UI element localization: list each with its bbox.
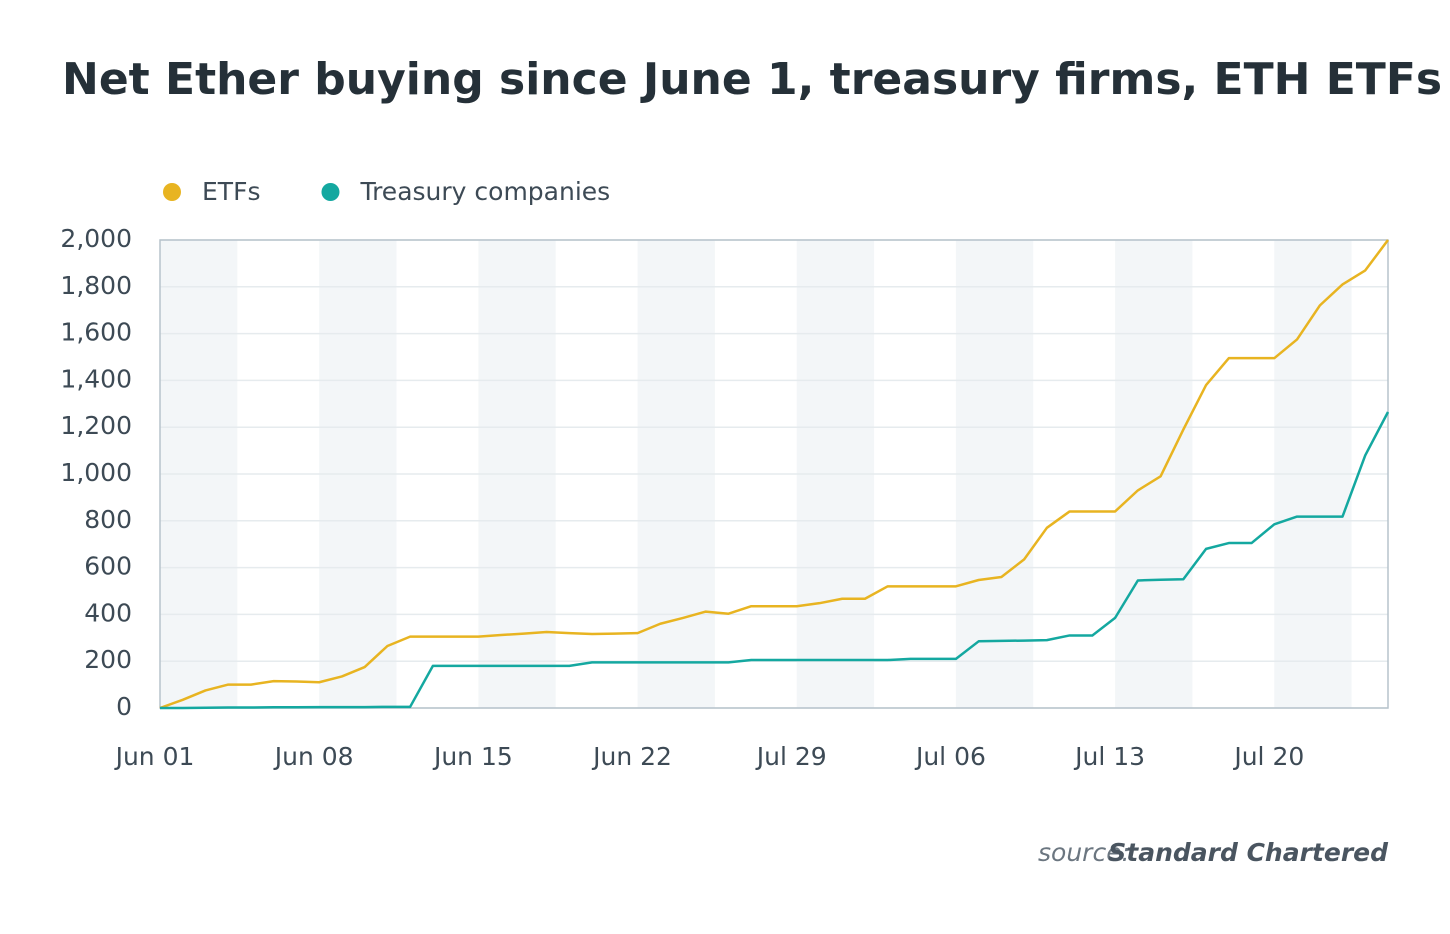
legend-marker [321, 183, 340, 201]
y-tick-label: 0 [116, 692, 132, 721]
y-tick-label: 800 [84, 505, 132, 534]
x-tick-label: Jul 13 [1073, 742, 1145, 771]
x-tick-label: Jun 15 [432, 742, 513, 771]
legend-label: Treasury companies [359, 177, 610, 206]
legend-marker [163, 183, 181, 201]
y-tick-label: 1,800 [60, 271, 132, 300]
series-line [160, 411, 1390, 710]
x-tick-label: Jul 20 [1232, 742, 1304, 771]
y-tick-label: 1,400 [60, 364, 132, 393]
source-prefix: source: [1038, 838, 1130, 867]
legend-label: ETFs [202, 177, 260, 206]
x-tick-label: Jun 22 [591, 742, 672, 771]
y-tick-label: 600 [84, 552, 132, 581]
x-tick-label: Jul 29 [755, 742, 827, 771]
y-tick-label: 2,000 [60, 224, 132, 253]
y-tick-label: 1,000 [60, 458, 132, 487]
y-tick-label: 1,200 [60, 411, 132, 440]
x-tick-label: Jun 01 [114, 742, 195, 771]
x-tick-label: Jun 08 [273, 742, 354, 771]
plot-frame [159, 239, 1389, 709]
source-name: Standard Chartered [1108, 838, 1389, 867]
series-line [159, 239, 1390, 710]
y-tick-label: 1,600 [60, 318, 132, 347]
y-tick-label: 200 [84, 645, 132, 674]
y-tick-label: 400 [84, 598, 132, 627]
chart-title: Net Ether buying since June 1, treasury … [62, 54, 1442, 105]
x-tick-label: Jul 06 [914, 742, 986, 771]
